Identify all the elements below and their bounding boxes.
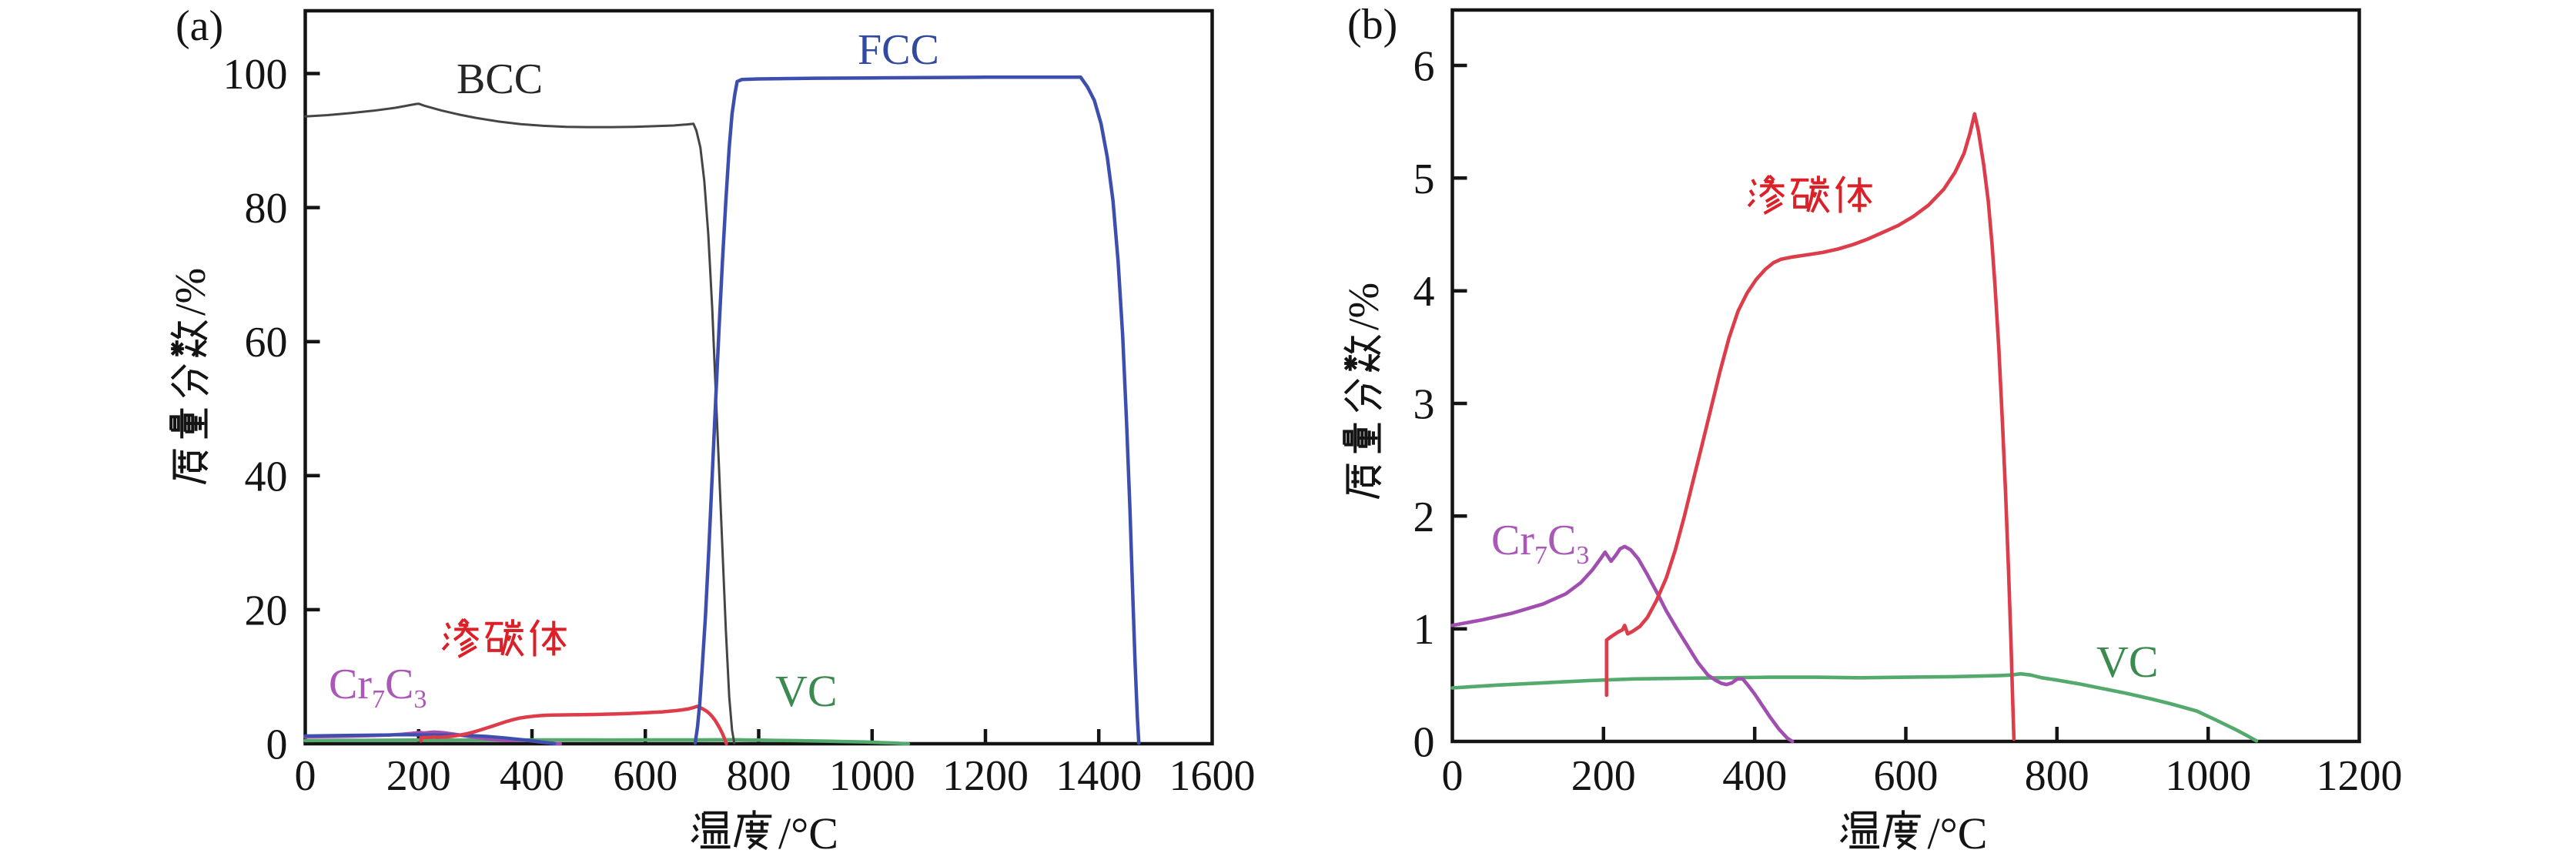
svg-text:600: 600 bbox=[613, 752, 677, 800]
svg-text:3: 3 bbox=[1413, 381, 1435, 429]
svg-text:1000: 1000 bbox=[829, 752, 915, 800]
svg-text:2: 2 bbox=[1413, 494, 1435, 541]
svg-text:800: 800 bbox=[2025, 752, 2089, 800]
svg-text:1400: 1400 bbox=[1055, 752, 1142, 800]
svg-text:FCC: FCC bbox=[858, 26, 939, 74]
svg-text:200: 200 bbox=[1571, 752, 1636, 800]
svg-text:20: 20 bbox=[245, 587, 288, 634]
svg-text:1000: 1000 bbox=[2165, 752, 2251, 800]
svg-text:1200: 1200 bbox=[942, 752, 1029, 800]
svg-text:800: 800 bbox=[727, 752, 791, 800]
svg-text:400: 400 bbox=[1722, 752, 1787, 800]
svg-text:/%: /% bbox=[167, 268, 215, 316]
svg-text:5: 5 bbox=[1413, 156, 1435, 203]
svg-text:1600: 1600 bbox=[1169, 752, 1256, 800]
svg-text:0: 0 bbox=[1413, 719, 1435, 767]
svg-text:(a): (a) bbox=[176, 2, 223, 50]
svg-text:/%: /% bbox=[1340, 283, 1388, 330]
svg-text:/°C: /°C bbox=[1928, 808, 1988, 856]
svg-text:600: 600 bbox=[1874, 752, 1939, 800]
svg-text:6: 6 bbox=[1413, 43, 1435, 91]
svg-text:0: 0 bbox=[266, 721, 288, 769]
svg-text:Cr7C3: Cr7C3 bbox=[1491, 517, 1589, 570]
svg-text:1: 1 bbox=[1413, 606, 1435, 654]
svg-text:BCC: BCC bbox=[457, 55, 543, 103]
svg-text:1200: 1200 bbox=[2317, 752, 2403, 800]
svg-text:40: 40 bbox=[245, 453, 288, 500]
svg-text:100: 100 bbox=[223, 51, 288, 99]
svg-text:VC: VC bbox=[2096, 637, 2159, 687]
svg-text:400: 400 bbox=[500, 752, 564, 800]
svg-text:(b): (b) bbox=[1347, 1, 1397, 49]
svg-text:0: 0 bbox=[1442, 752, 1464, 800]
svg-text:4: 4 bbox=[1413, 268, 1435, 316]
svg-text:VC: VC bbox=[775, 666, 838, 716]
svg-text:80: 80 bbox=[245, 185, 288, 233]
svg-text:/°C: /°C bbox=[778, 808, 838, 856]
svg-text:0: 0 bbox=[295, 752, 316, 800]
svg-text:60: 60 bbox=[245, 319, 288, 366]
svg-text:200: 200 bbox=[386, 752, 451, 800]
